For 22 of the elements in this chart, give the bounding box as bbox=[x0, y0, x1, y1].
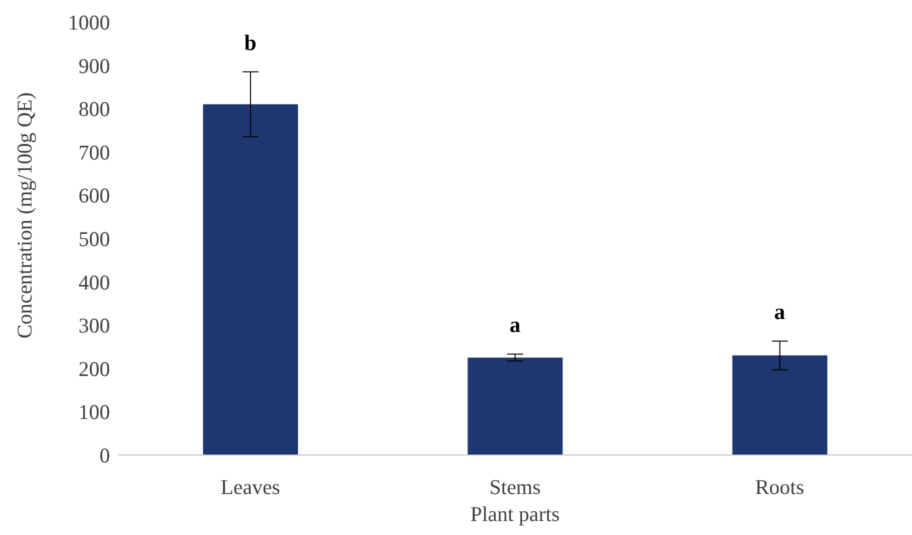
bar bbox=[203, 104, 298, 455]
y-tick-label: 1000 bbox=[68, 10, 110, 34]
y-tick-label: 900 bbox=[78, 54, 110, 78]
x-tick-label: Stems bbox=[489, 474, 541, 499]
x-tick-label: Leaves bbox=[220, 474, 280, 499]
y-tick-label: 400 bbox=[78, 270, 110, 294]
y-tick-label: 200 bbox=[78, 356, 110, 381]
y-tick-label: 600 bbox=[78, 184, 110, 208]
bar bbox=[468, 358, 563, 455]
annotation: a bbox=[774, 299, 786, 324]
y-tick-label: 300 bbox=[78, 314, 110, 338]
y-tick-label: 700 bbox=[78, 140, 110, 164]
y-tick-label: 800 bbox=[78, 97, 110, 122]
annotation: a bbox=[510, 312, 520, 338]
bar bbox=[732, 355, 828, 455]
annotation: b bbox=[244, 30, 256, 55]
x-axis-title: Plant parts bbox=[470, 502, 560, 526]
y-tick-label: 0 bbox=[100, 443, 110, 468]
y-tick-label: 500 bbox=[78, 226, 110, 251]
x-tick-label: Roots bbox=[755, 474, 804, 499]
y-axis-title: Concentration (mg/100g QE) bbox=[12, 92, 36, 338]
y-tick-label: 100 bbox=[78, 400, 110, 424]
